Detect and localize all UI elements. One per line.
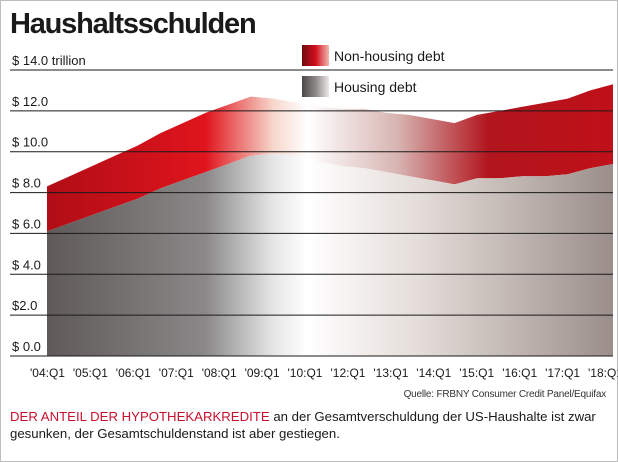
caption: DER ANTEIL DER HYPOTHEKARKREDITE an der … bbox=[10, 408, 610, 442]
y-tick-label: $ 14.0 trillion bbox=[12, 53, 86, 68]
x-tick-label: '13:Q1 bbox=[373, 366, 408, 380]
y-tick-label: $ 12.0 bbox=[12, 94, 48, 109]
x-tick-label: '17:Q1 bbox=[545, 366, 580, 380]
x-tick-label: '15:Q1 bbox=[459, 366, 494, 380]
x-tick-label: '16:Q1 bbox=[502, 366, 537, 380]
x-tick-label: '18:Q1 bbox=[588, 366, 618, 380]
y-tick-label: $2.0 bbox=[12, 298, 37, 313]
area-housing-debt bbox=[47, 153, 613, 356]
x-tick-label: '12:Q1 bbox=[331, 366, 366, 380]
x-tick-label: '05:Q1 bbox=[73, 366, 108, 380]
legend-label-non-housing: Non-housing debt bbox=[334, 48, 445, 64]
legend-swatch-non-housing bbox=[302, 45, 329, 66]
y-tick-label: $ 10.0 bbox=[12, 135, 48, 150]
caption-highlight: DER ANTEIL DER HYPOTHEKARKREDITE bbox=[10, 409, 270, 424]
chart-title: Haushaltsschulden bbox=[10, 8, 257, 40]
x-tick-label: '08:Q1 bbox=[202, 366, 237, 380]
x-tick-label: '07:Q1 bbox=[159, 366, 194, 380]
x-tick-label: '10:Q1 bbox=[288, 366, 323, 380]
y-tick-label: $ 8.0 bbox=[12, 176, 41, 191]
x-tick-label: '09:Q1 bbox=[245, 366, 280, 380]
area-non-housing-debt bbox=[47, 84, 613, 232]
y-tick-label: $ 6.0 bbox=[12, 216, 41, 231]
source-note: Quelle: FRBNY Consumer Credit Panel/Equi… bbox=[403, 389, 607, 400]
legend-swatch-housing bbox=[302, 76, 329, 97]
legend-label-housing: Housing debt bbox=[334, 79, 417, 95]
x-tick-label: '04:Q1 bbox=[30, 366, 65, 380]
y-tick-label: $ 0.0 bbox=[12, 339, 41, 354]
x-tick-label: '06:Q1 bbox=[116, 366, 151, 380]
caption-text: an der Gesamtverschuldung der US-Haushal… bbox=[10, 409, 596, 441]
y-tick-label: $ 4.0 bbox=[12, 257, 41, 272]
legend: Non-housing debt Housing debt bbox=[302, 45, 445, 97]
x-tick-label: '14:Q1 bbox=[416, 366, 451, 380]
